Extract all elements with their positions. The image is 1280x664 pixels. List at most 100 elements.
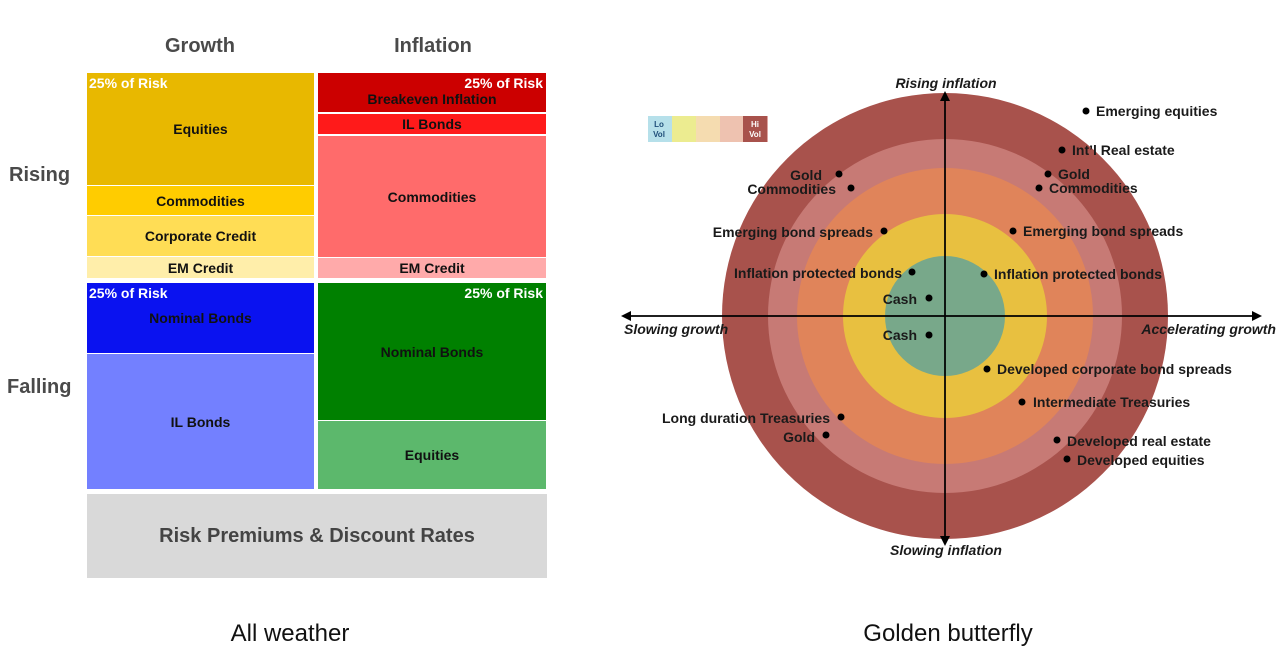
cell-label: Equities	[173, 121, 228, 137]
point-emerging-bond-spreads-right: Emerging bond spreads	[1009, 223, 1183, 239]
cell-nominal-bonds: Nominal Bonds	[87, 283, 314, 353]
point-label: Cash	[883, 291, 917, 307]
cell-label: EM Credit	[167, 259, 234, 276]
quadrant-falling-inflation: Nominal Bonds Equities 25% of Risk	[318, 283, 546, 489]
point-dot	[925, 331, 933, 339]
point-dot	[983, 365, 991, 373]
point-commodities-left: Commodities	[747, 181, 855, 197]
point-gold-lower: Gold	[783, 429, 830, 445]
cell-label: IL Bonds	[402, 116, 462, 132]
point-intl-real-estate: Int’l Real estate	[1058, 142, 1175, 158]
column-header-growth: Growth	[165, 35, 235, 57]
cell-commodities: Commodities	[318, 136, 546, 257]
cell-il-bonds: IL Bonds	[87, 354, 314, 489]
legend-swatch	[648, 116, 672, 142]
cell-label: Corporate Credit	[144, 228, 257, 244]
point-gold-left: Gold	[790, 167, 843, 183]
asset-points: Emerging equities Int’l Real estate Gold…	[662, 103, 1232, 468]
point-label: Inflation protected bonds	[994, 266, 1162, 282]
point-emerging-bond-spreads-left: Emerging bond spreads	[713, 224, 888, 240]
point-label: Developed real estate	[1067, 433, 1211, 449]
caption-golden-butterfly: Golden butterfly	[863, 620, 1033, 647]
risk-premiums-bar: Risk Premiums & Discount Rates	[87, 494, 547, 578]
legend-swatch	[696, 116, 720, 142]
point-commodities-right: Commodities	[1035, 180, 1138, 196]
axis-label-left: Slowing growth	[624, 321, 728, 337]
point-dot	[1058, 146, 1066, 154]
point-label: Emerging equities	[1096, 103, 1218, 119]
legend-swatch	[743, 116, 767, 142]
point-dot	[1018, 398, 1026, 406]
point-dot	[880, 227, 888, 235]
golden-butterfly-diagram: Rising inflation Slowing inflation Slowi…	[621, 75, 1276, 558]
point-emerging-equities: Emerging equities	[1082, 103, 1218, 119]
cell-label: Nominal Bonds	[149, 310, 252, 326]
point-dot	[908, 268, 916, 276]
point-label: Gold	[1058, 166, 1090, 182]
cell-label: Equities	[404, 447, 460, 463]
point-label: Commodities	[747, 181, 836, 197]
point-intermediate-treasuries: Intermediate Treasuries	[1018, 394, 1190, 410]
legend-low-line2: Vol	[653, 130, 665, 139]
cell-commodities: Commodities	[87, 186, 314, 215]
point-dot	[1082, 107, 1090, 115]
point-developed-real-estate: Developed real estate	[1053, 433, 1211, 449]
point-label: Commodities	[1049, 180, 1138, 196]
row-header-rising: Rising	[9, 164, 71, 186]
cell-em-credit: EM Credit	[87, 257, 314, 278]
point-cash-upper: Cash	[883, 291, 933, 307]
footer-label: Risk Premiums & Discount Rates	[159, 524, 475, 547]
point-dot	[1035, 184, 1043, 192]
cell-label: Commodities	[156, 192, 245, 209]
cell-label: Nominal Bonds	[380, 343, 484, 360]
point-dot	[837, 413, 845, 421]
legend-high-line2: Vol	[749, 130, 761, 139]
point-dot	[1063, 455, 1071, 463]
point-gold-right: Gold	[1044, 166, 1090, 182]
caption-all-weather: All weather	[230, 620, 350, 647]
cell-label: IL Bonds	[170, 413, 231, 430]
point-label: Gold	[790, 167, 822, 183]
legend-swatch	[720, 116, 744, 142]
axis-label-bottom: Slowing inflation	[890, 542, 1002, 558]
point-label: Long duration Treasuries	[662, 410, 830, 426]
cell-il-bonds: IL Bonds	[318, 114, 546, 134]
cell-equities: Equities	[87, 73, 314, 185]
cell-equities: Equities	[318, 421, 546, 489]
volatility-legend: Lo Vol Hi Vol	[648, 116, 768, 142]
quadrant-falling-growth: Nominal Bonds IL Bonds 25% of Risk	[87, 283, 314, 489]
legend-high-line1: Hi	[751, 120, 759, 129]
point-inflation-protected-bonds-right: Inflation protected bonds	[980, 266, 1162, 282]
point-dot	[835, 170, 843, 178]
point-label: Cash	[883, 327, 917, 343]
point-label: Int’l Real estate	[1072, 142, 1175, 158]
point-label: Emerging bond spreads	[1023, 223, 1183, 239]
cell-label: EM Credit	[399, 260, 465, 276]
quadrant-rising-growth: Equities Commodities Corporate Credit EM…	[87, 73, 314, 278]
point-dot	[1044, 170, 1052, 178]
point-dot	[980, 270, 988, 278]
point-label: Gold	[783, 429, 815, 445]
row-header-falling: Falling	[7, 376, 72, 398]
axis-label-right: Accelerating growth	[1140, 321, 1276, 337]
quadrant-rising-inflation: Breakeven Inflation IL Bonds Commodities…	[318, 73, 546, 278]
axis-label-top: Rising inflation	[895, 75, 996, 91]
point-dot	[925, 294, 933, 302]
cell-label: Commodities	[387, 188, 477, 205]
risk-share-label: 25% of Risk	[89, 75, 168, 91]
point-dot	[1009, 227, 1017, 235]
legend-low-line1: Lo	[654, 120, 664, 129]
risk-share-label: 25% of Risk	[464, 75, 543, 91]
point-inflation-protected-bonds-left: Inflation protected bonds	[734, 265, 916, 281]
point-developed-corporate-bond-spreads: Developed corporate bond spreads	[983, 361, 1232, 377]
cell-label: Breakeven Inflation	[367, 91, 497, 107]
risk-share-label: 25% of Risk	[464, 285, 543, 301]
point-label: Intermediate Treasuries	[1033, 394, 1190, 410]
legend-swatch	[672, 116, 696, 142]
column-header-inflation: Inflation	[394, 35, 472, 57]
cell-nominal-bonds: Nominal Bonds	[318, 283, 546, 420]
cell-corporate-credit: Corporate Credit	[87, 216, 314, 256]
point-label: Developed corporate bond spreads	[997, 361, 1232, 377]
point-developed-equities: Developed equities	[1063, 452, 1205, 468]
point-label: Emerging bond spreads	[713, 224, 873, 240]
